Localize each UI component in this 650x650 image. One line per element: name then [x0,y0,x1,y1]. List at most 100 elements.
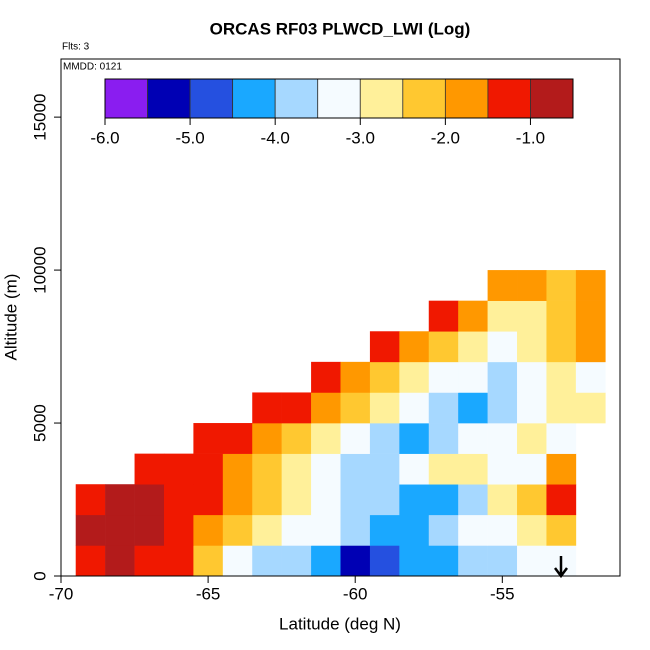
heatmap-cell [369,545,400,577]
heatmap-cell [252,423,282,454]
heatmap-cell [311,361,341,393]
heatmap-cell [134,514,165,546]
heatmap-cell [546,423,577,454]
heatmap-cell [222,514,253,546]
heatmap-cell [546,484,577,516]
heatmap [75,270,606,577]
heatmap-cell [487,392,518,424]
heatmap-cell [369,392,400,424]
heatmap-cell [487,300,518,332]
heatmap-cell [252,484,282,516]
x-tick-label: -60 [343,584,368,603]
heatmap-cell [458,423,488,454]
heatmap-cell [281,514,312,546]
heatmap-cell [399,484,430,516]
heatmap-cell [369,423,400,454]
heatmap-cell [517,423,547,454]
heatmap-cell [458,514,488,546]
x-tick-label: -70 [49,584,74,603]
heatmap-cell [428,331,459,363]
plot-frame [60,58,621,577]
colorbar-segment [444,78,489,119]
heatmap-cell [517,545,547,577]
heatmap-cell [281,453,312,485]
colorbar-tick-label: -3.0 [346,128,375,147]
heatmap-cell [134,545,165,577]
heatmap-cell [105,514,135,546]
y-tick-label: 15000 [30,93,49,140]
heatmap-cell [517,514,547,546]
colorbar-segment [232,78,276,119]
subtitle: Flts: 3 [62,42,90,53]
heatmap-cell [222,484,253,516]
heatmap-cell [458,392,488,424]
heatmap-cell [428,514,459,546]
heatmap-cell [75,514,106,546]
heatmap-cell [281,545,312,577]
heatmap-cell [517,392,547,424]
colorbar-segment [530,78,574,119]
colorbar-tick-label: -6.0 [90,128,119,147]
heatmap-cell [458,300,488,332]
heatmap-cell [546,514,577,546]
heatmap-cell [546,453,577,485]
heatmap-cell [517,331,547,363]
colorbar-segment [104,78,148,119]
heatmap-cell [399,423,430,454]
heatmap-cell [428,392,459,424]
heatmap-cell [311,423,341,454]
heatmap-cell [193,453,224,485]
colorbar-segment [317,78,361,119]
chart-title: ORCAS RF03 PLWCD_LWI (Log) [210,19,471,38]
heatmap-cell [517,270,547,301]
heatmap-cell [340,453,371,485]
colorbar-segment [402,78,446,119]
heatmap-cell [369,514,400,546]
heatmap-cell [340,423,371,454]
heatmap-cell [222,453,253,485]
heatmap-cell [399,361,430,393]
heatmap-cell [340,361,371,393]
y-tick-label: 10000 [30,246,49,293]
colorbar-frame [104,78,574,119]
heatmap-cell [340,545,371,577]
heatmap-cell [575,331,606,363]
heatmap-cell [311,545,341,577]
y-tick-label: 0 [30,571,49,580]
heatmap-cell [340,484,371,516]
heatmap-cell [487,423,518,454]
heatmap-cell [252,545,282,577]
heatmap-cell [105,484,135,516]
heatmap-cell [487,484,518,516]
heatmap-cell [575,361,606,393]
heatmap-cell [517,484,547,516]
heatmap-cell [428,361,459,393]
heatmap-cell [575,300,606,332]
heatmap-cell [193,484,224,516]
heatmap-cell [428,453,459,485]
heatmap-cell [222,545,253,577]
heatmap-cell [252,514,282,546]
heatmap-cell [458,453,488,485]
x-tick-label: -65 [196,584,221,603]
heatmap-cell [487,514,518,546]
colorbar-segment [189,78,234,119]
heatmap-cell [311,453,341,485]
heatmap-cell [517,300,547,332]
heatmap-cell [134,453,165,485]
heatmap-cell [546,392,577,424]
arrow [554,556,568,579]
heatmap-cell [369,453,400,485]
colorbar-tick-label: -1.0 [516,128,545,147]
heatmap-cell [399,514,430,546]
heatmap-cell [252,453,282,485]
heatmap-cell [428,423,459,454]
heatmap-cell [487,545,518,577]
heatmap-cell [399,545,430,577]
annotation: MMDD: 0121 [63,62,122,73]
heatmap-cell [575,270,606,301]
heatmap-cell [428,484,459,516]
x-axis-label: Latitude (deg N) [279,614,401,633]
